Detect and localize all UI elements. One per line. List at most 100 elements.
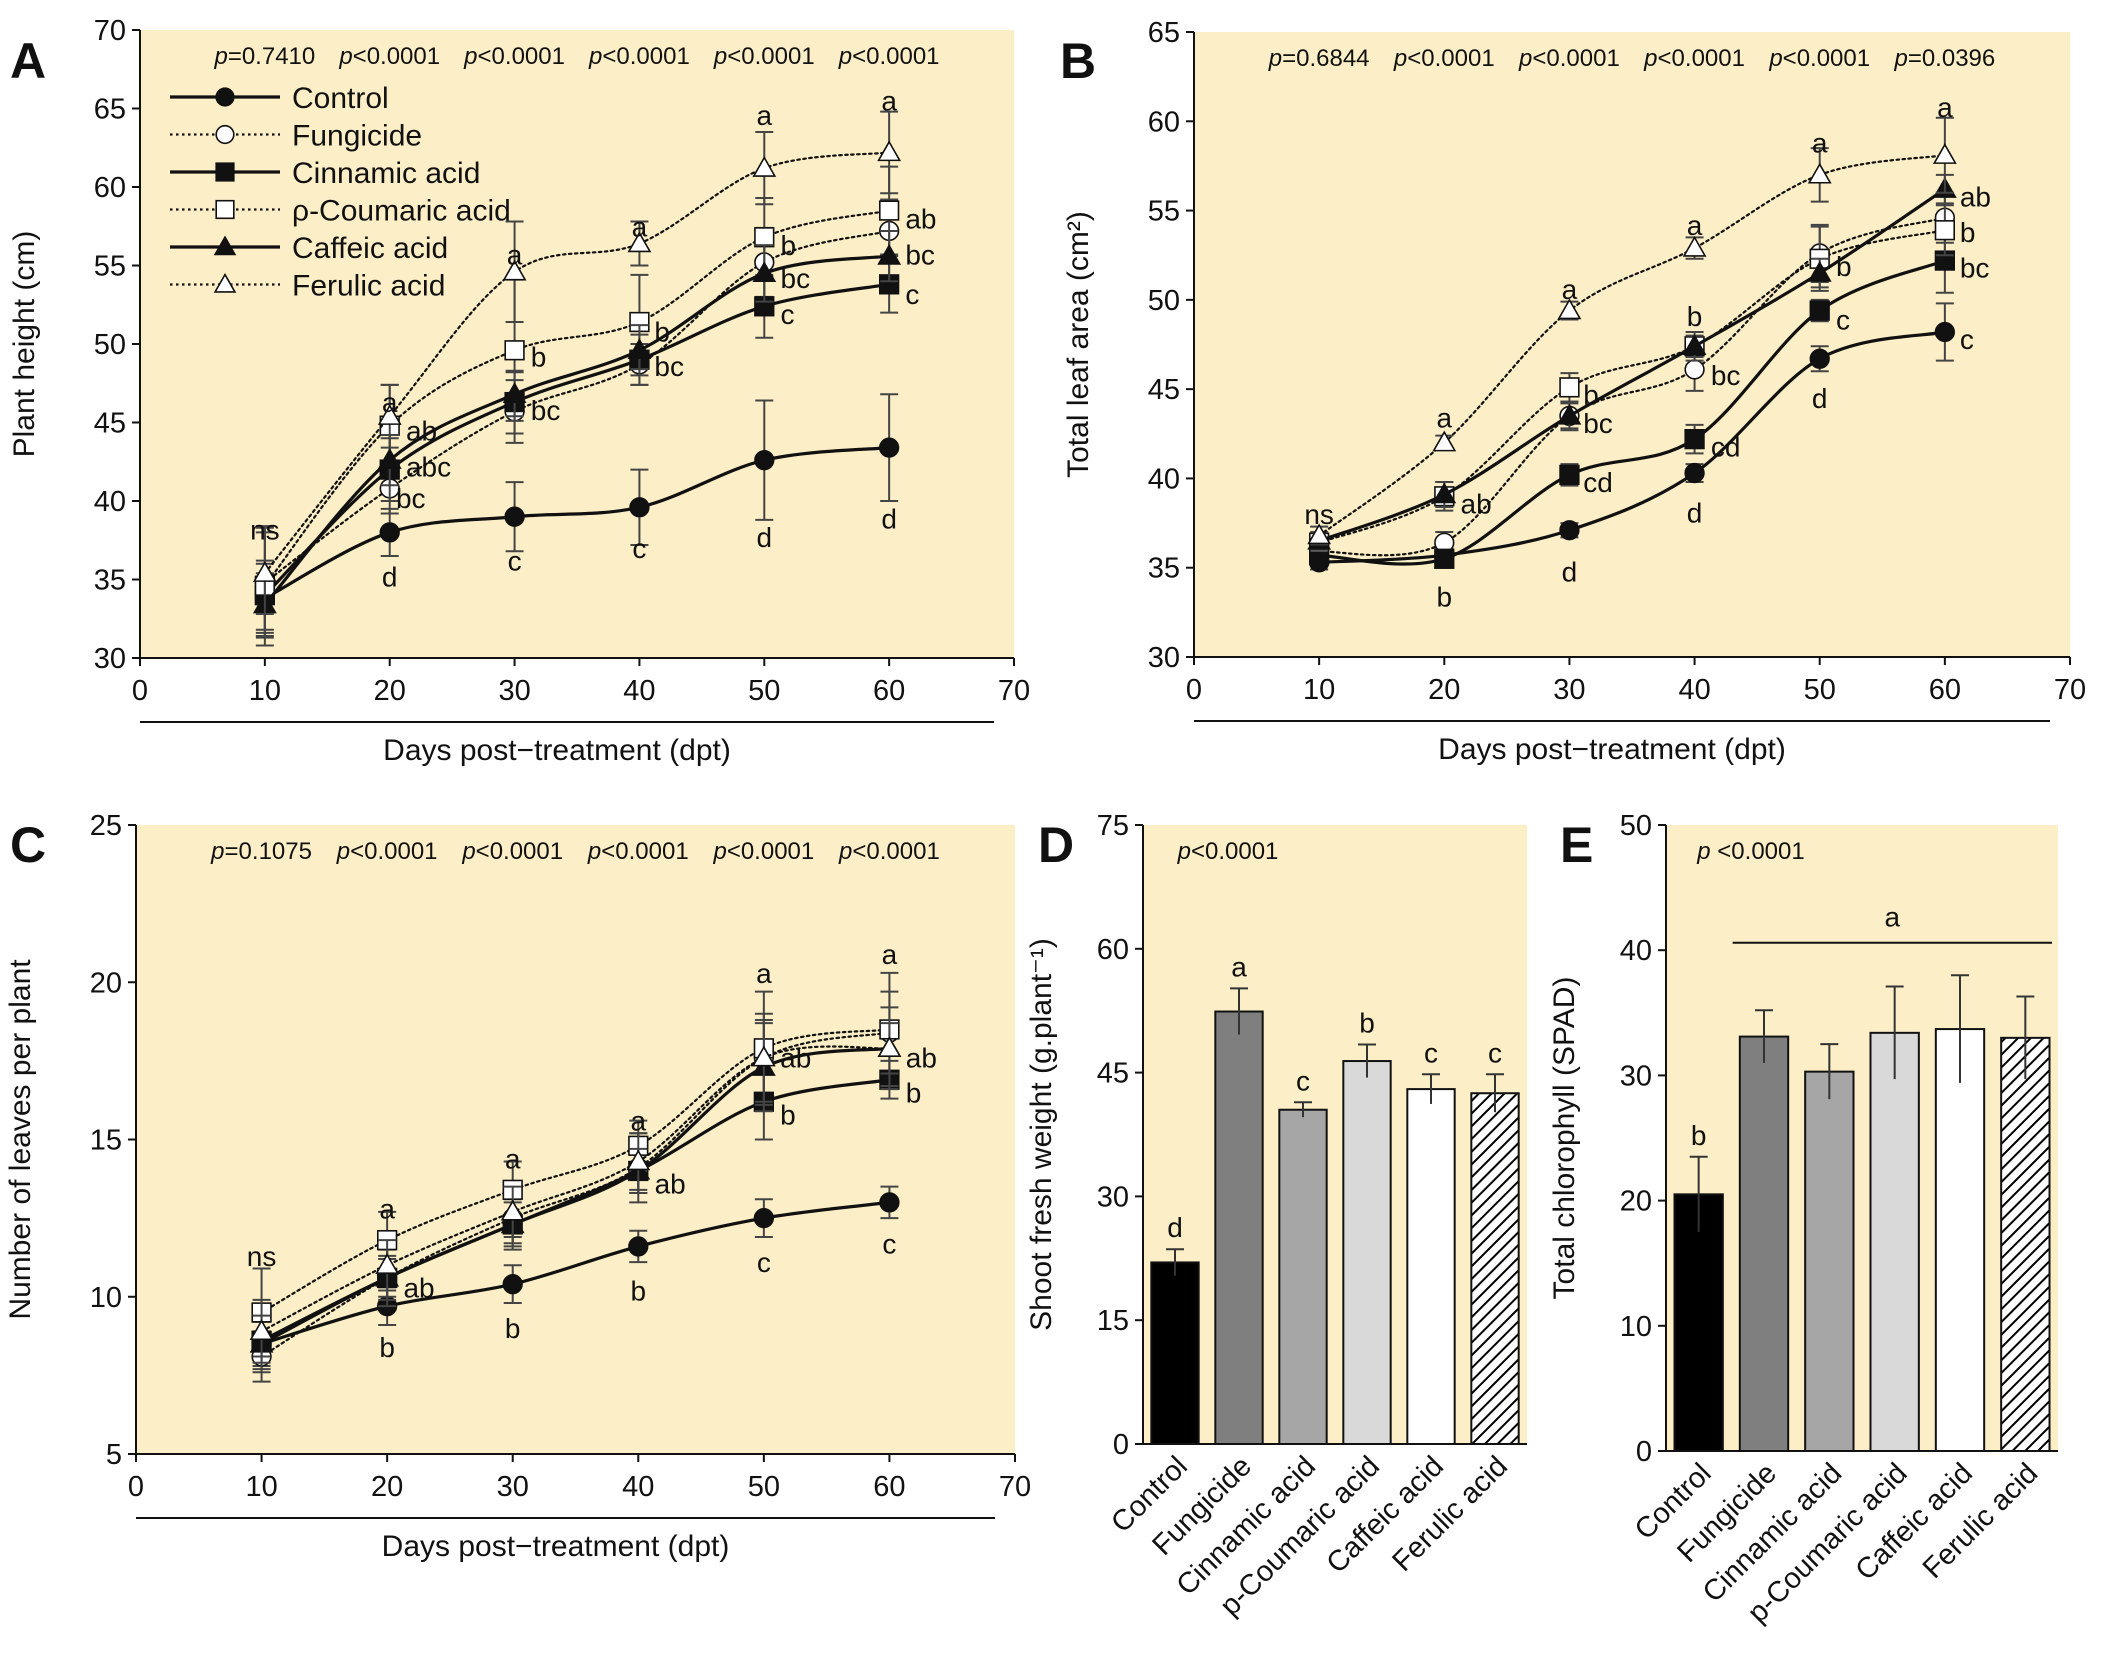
legend-label: Fungicide xyxy=(292,120,422,153)
data-point xyxy=(500,1199,525,1221)
significance-letter: b xyxy=(780,1099,796,1130)
legend-item-cinnamic-acid: Cinnamic acid xyxy=(170,157,480,190)
y-tick-label: 45 xyxy=(1148,374,1180,406)
series-line xyxy=(1317,330,1947,564)
data-point xyxy=(629,497,650,518)
significance-letter: d xyxy=(1812,383,1828,414)
x-tick-label: 10 xyxy=(1303,674,1335,706)
y-tick-label: 20 xyxy=(90,967,122,999)
y-tick-label: 75 xyxy=(1097,810,1129,842)
bar xyxy=(1673,1193,1724,1452)
x-tick-label: 70 xyxy=(999,1471,1031,1503)
y-tick-label: 50 xyxy=(1620,810,1652,842)
significance-letter: a xyxy=(1812,128,1828,159)
significance-letter: ab xyxy=(655,1169,686,1200)
significance-letter: ab xyxy=(905,203,936,234)
significance-letter: a xyxy=(632,211,648,242)
significance-letter: a xyxy=(1231,951,1247,982)
significance-letter: bc xyxy=(781,263,811,294)
legend-marker xyxy=(213,272,237,293)
y-tick-label: 55 xyxy=(1148,196,1180,228)
y-tick-label: 0 xyxy=(1636,1436,1652,1468)
data-point xyxy=(1682,334,1707,355)
significance-letter: c xyxy=(757,1247,771,1278)
panel-c-leaf-number-chart: C 5 10 15 20 25 0 10 20 30 40 50 60 70 Days post−treat… xyxy=(4,810,1031,1563)
y-tick-label: 15 xyxy=(90,1125,122,1157)
significance-letter: b xyxy=(379,1332,395,1363)
significance-letter: c xyxy=(1960,324,1974,355)
series-line xyxy=(1318,154,1946,537)
series-line xyxy=(260,1045,891,1333)
series-cinnamic-acid xyxy=(1308,227,1956,569)
data-point xyxy=(1559,464,1580,486)
significance-letter: ns xyxy=(250,514,280,545)
x-tick-label: 40 xyxy=(1678,674,1710,706)
y-tick-label: 35 xyxy=(1148,553,1180,585)
y-tick-label: 65 xyxy=(1148,17,1180,49)
x-axis-label: Days post−treatment (dpt) xyxy=(1438,733,1786,766)
significance-letter: bc xyxy=(654,351,684,382)
significance-letter: bc xyxy=(905,240,935,271)
series-ferulic-acid xyxy=(249,1006,902,1364)
legend-label: Caffeic acid xyxy=(292,232,448,265)
panel-a-plant-height-chart: A 30 35 40 45 50 55 60 65 70 0 10 20 30 40 50 60 70 Days p… xyxy=(8,15,1030,767)
bar xyxy=(1214,1010,1264,1445)
data-point xyxy=(502,259,527,281)
p-value-label: p <0.0001 xyxy=(1696,838,1804,865)
x-tick-label: 10 xyxy=(245,1471,277,1503)
y-axis-label: Total leaf area (cm²) xyxy=(1062,211,1095,478)
series-line xyxy=(259,1046,892,1346)
data-point xyxy=(1807,260,1832,282)
p-value-label: p<0.0001 xyxy=(463,43,565,70)
data-point xyxy=(878,437,900,458)
data-point xyxy=(879,1192,900,1213)
data-point xyxy=(1557,403,1582,425)
x-tick-label: 10 xyxy=(249,675,281,707)
x-tick-label: 70 xyxy=(998,675,1030,707)
p-value-label: p=0.6844 xyxy=(1268,45,1370,72)
legend-item-control: Control xyxy=(170,82,389,115)
significance-letter: d xyxy=(756,522,772,553)
x-tick-label: 60 xyxy=(1929,674,1961,706)
data-point xyxy=(1934,220,1956,241)
data-point xyxy=(1684,428,1705,450)
legend-item-ferulic-acid: Ferulic acid xyxy=(170,270,445,303)
significance-letter: c xyxy=(1424,1037,1438,1068)
y-tick-label: 60 xyxy=(1148,106,1180,138)
significance-letter: b xyxy=(1836,251,1852,282)
y-axis-label: Number of leaves per plant xyxy=(4,959,37,1320)
p-value-label: p<0.0001 xyxy=(588,43,690,70)
y-tick-label: 50 xyxy=(1148,285,1180,317)
y-axis-label: Shoot fresh weight (g.plant⁻¹) xyxy=(1025,938,1058,1331)
y-tick-label: 60 xyxy=(94,172,126,204)
significance-letter: d xyxy=(1562,556,1578,587)
significance-letter: ab xyxy=(1461,488,1492,519)
data-point xyxy=(628,1236,649,1257)
data-point xyxy=(1432,482,1457,504)
significance-letter: c xyxy=(508,546,522,577)
x-tick-label: 50 xyxy=(748,1471,780,1503)
significance-letter: a xyxy=(1937,92,1953,123)
significance-letter: b xyxy=(531,342,547,373)
data-point xyxy=(753,1207,775,1229)
significance-letter: a xyxy=(756,100,772,131)
p-value-label: p=0.7410 xyxy=(213,43,315,70)
x-tick-label: 50 xyxy=(1804,674,1836,706)
data-point xyxy=(502,1274,523,1295)
significance-letter: d xyxy=(881,503,897,534)
significance-letter: ab xyxy=(780,1043,811,1074)
data-point xyxy=(504,506,525,527)
significance-letter: a xyxy=(881,86,897,117)
significance-letter: ab xyxy=(403,1272,434,1303)
data-point xyxy=(752,156,777,177)
y-tick-label: 30 xyxy=(1620,1060,1652,1092)
data-point xyxy=(1559,377,1580,398)
significance-letter: c xyxy=(905,279,919,310)
significance-letter: c xyxy=(1836,305,1850,336)
legend-label: Control xyxy=(292,82,389,115)
significance-letter: b xyxy=(781,230,797,261)
x-tick-label: 60 xyxy=(873,675,905,707)
significance-letter: b xyxy=(1359,1008,1375,1039)
legend-marker xyxy=(213,235,237,256)
p-value-label: p<0.0001 xyxy=(338,43,440,70)
